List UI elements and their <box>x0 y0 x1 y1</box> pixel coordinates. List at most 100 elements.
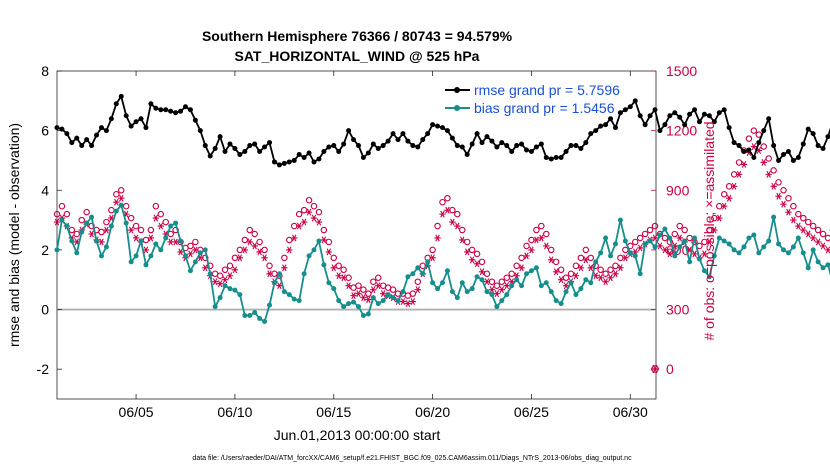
possible-mark <box>226 262 234 270</box>
bias-point <box>321 262 327 268</box>
bias-series <box>54 202 830 324</box>
assimilated-mark <box>147 234 155 242</box>
rmse-point <box>163 107 169 113</box>
rmse-point <box>98 125 104 131</box>
bias-point <box>706 274 712 280</box>
rmse-point <box>449 135 455 141</box>
bias-point <box>331 286 337 292</box>
rmse-point <box>108 116 114 122</box>
bias-point <box>543 280 549 286</box>
rmse-point <box>326 144 332 150</box>
bias-point <box>701 268 707 274</box>
bias-point <box>721 238 727 244</box>
bias-point <box>771 214 777 220</box>
rmse-point <box>341 141 347 147</box>
x-tick-label: 06/20 <box>415 404 450 420</box>
assimilated-mark <box>607 274 614 282</box>
rmse-point <box>746 147 752 153</box>
assimilated-mark <box>800 226 807 234</box>
possible-mark <box>439 198 446 206</box>
bias-point <box>94 238 100 244</box>
assimilated-mark <box>809 234 817 242</box>
assimilated-mark <box>691 250 698 258</box>
possible-mark <box>804 218 812 226</box>
y-tick-label: 8 <box>41 63 49 79</box>
rmse-point <box>380 143 386 149</box>
possible-mark <box>488 278 496 285</box>
assimilated-mark <box>464 248 471 256</box>
rmse-point <box>603 122 609 128</box>
possible-mark <box>132 222 140 230</box>
bias-point <box>439 280 445 286</box>
assimilated-mark <box>577 264 585 272</box>
rmse-point <box>459 144 465 150</box>
bias-point <box>617 217 623 223</box>
assimilated-mark <box>256 248 263 256</box>
rmse-point <box>568 143 574 149</box>
possible-mark <box>582 246 590 254</box>
possible-mark <box>236 246 244 254</box>
rmse-point <box>439 125 445 131</box>
rmse-point <box>538 141 544 147</box>
assimilated-mark <box>760 158 767 166</box>
rmse-point <box>410 143 416 149</box>
assimilated-mark <box>548 256 555 264</box>
possible-mark <box>508 270 515 278</box>
bias-point <box>197 250 203 256</box>
assimilated-mark <box>468 256 476 264</box>
rmse-point <box>143 125 149 131</box>
x-tick-label: 06/05 <box>119 404 154 420</box>
possible-mark <box>206 262 214 270</box>
bias-point <box>430 280 436 286</box>
rmse-point <box>242 149 248 155</box>
y-right-tick-label: 1200 <box>666 123 697 139</box>
rmse-point <box>598 123 604 129</box>
bias-point <box>751 232 757 238</box>
assimilated-mark <box>795 222 802 230</box>
rmse-point <box>336 149 342 155</box>
bias-point <box>252 310 258 316</box>
bias-point <box>168 223 174 229</box>
assimilated-mark <box>103 226 110 234</box>
rmse-point <box>444 128 450 134</box>
assimilated-mark <box>636 244 644 252</box>
possible-mark <box>365 290 372 297</box>
bias-point <box>276 271 282 277</box>
possible-mark <box>775 179 782 186</box>
bias-point <box>672 253 678 259</box>
bias-point <box>538 283 544 289</box>
bias-point <box>667 235 673 241</box>
rmse-point <box>94 132 100 138</box>
possible-mark <box>617 254 624 262</box>
rmse-point <box>489 138 495 144</box>
rmse-point <box>430 122 436 128</box>
possible-mark <box>162 218 169 226</box>
rmse-point <box>173 110 179 116</box>
rmse-point <box>756 140 762 146</box>
bias-point <box>627 250 633 256</box>
assimilated-mark <box>202 264 209 272</box>
bias-point <box>128 259 134 265</box>
rmse-point <box>533 144 539 150</box>
assimilated-mark <box>676 234 683 242</box>
bias-point <box>489 292 495 298</box>
rmse-point <box>79 143 85 149</box>
legend: rmse grand pr = 5.7596 bias grand pr = 1… <box>445 82 620 116</box>
possible-mark <box>543 230 550 238</box>
rmse-point <box>776 157 782 163</box>
assimilated-mark <box>597 274 604 282</box>
bias-point <box>143 262 149 268</box>
bias-point <box>469 286 475 292</box>
bias-point <box>410 271 416 277</box>
assimilated-mark <box>666 250 674 258</box>
rmse-point <box>771 143 777 149</box>
rmse-point <box>563 149 569 155</box>
possible-mark <box>824 234 830 242</box>
assimilated-mark <box>157 222 164 230</box>
rmse-point <box>805 126 811 132</box>
assimilated-mark <box>261 254 268 262</box>
bias-point <box>158 247 164 253</box>
rmse-point <box>267 140 273 146</box>
rmse-point <box>528 149 534 155</box>
